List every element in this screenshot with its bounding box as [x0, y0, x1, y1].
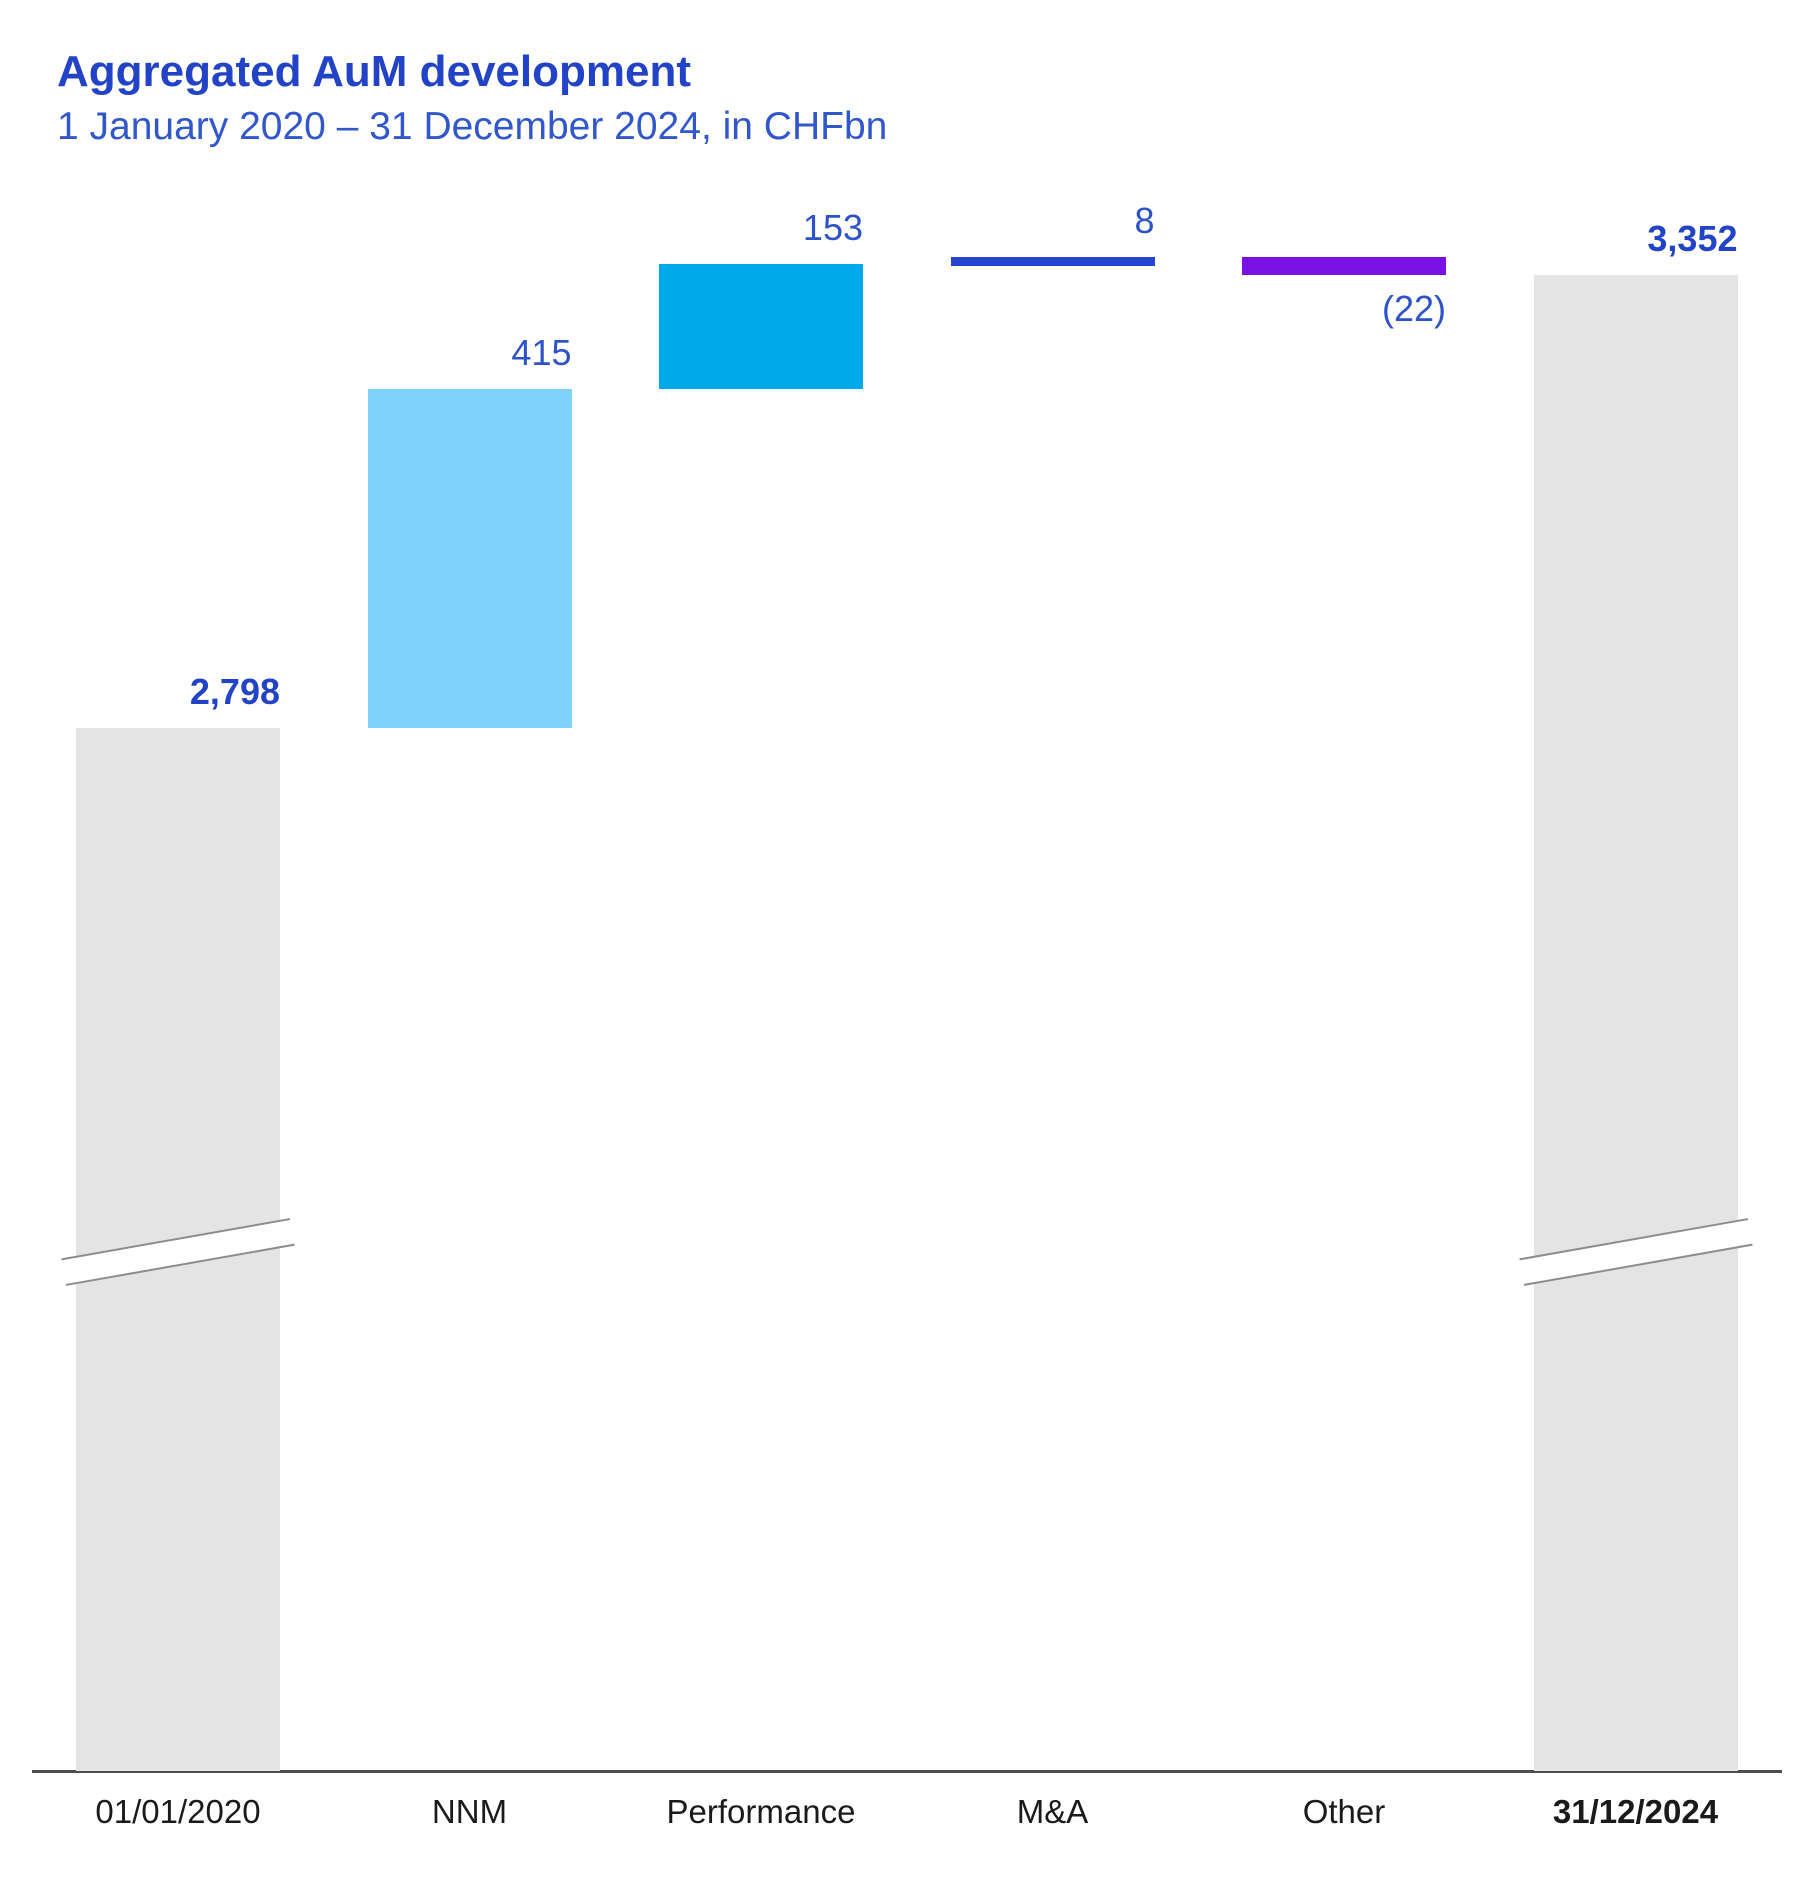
axis-label-performance: Performance [666, 1793, 856, 1830]
value-label-31-12-2024: 3,352 [1647, 218, 1738, 259]
chart-subtitle: 1 January 2020 – 31 December 2024, in CH… [57, 105, 888, 148]
x-axis-line [32, 1770, 1782, 1773]
axis-label-31-12-2024: 31/12/2024 [1552, 1793, 1719, 1830]
axis-label-01-01-2020: 01/01/2020 [95, 1793, 261, 1830]
bar-other [1242, 257, 1446, 275]
bar-m-a [950, 257, 1155, 266]
value-label-m-a: 8 [1134, 200, 1155, 241]
value-label-01-01-2020: 2,798 [189, 671, 280, 712]
axis-label-nnm: NNM [431, 1793, 508, 1830]
bar-performance [659, 264, 863, 389]
axis-label-m-a: M&A [1016, 1793, 1089, 1830]
value-label-performance: 153 [802, 207, 863, 248]
bar-nnm [367, 389, 572, 728]
value-label-nnm: 415 [511, 332, 572, 373]
chart-title: Aggregated AuM development [57, 47, 691, 96]
value-label-other: (22) [1381, 288, 1446, 329]
axis-label-other: Other [1302, 1793, 1386, 1830]
bar-31-12-2024 [1533, 275, 1738, 1771]
